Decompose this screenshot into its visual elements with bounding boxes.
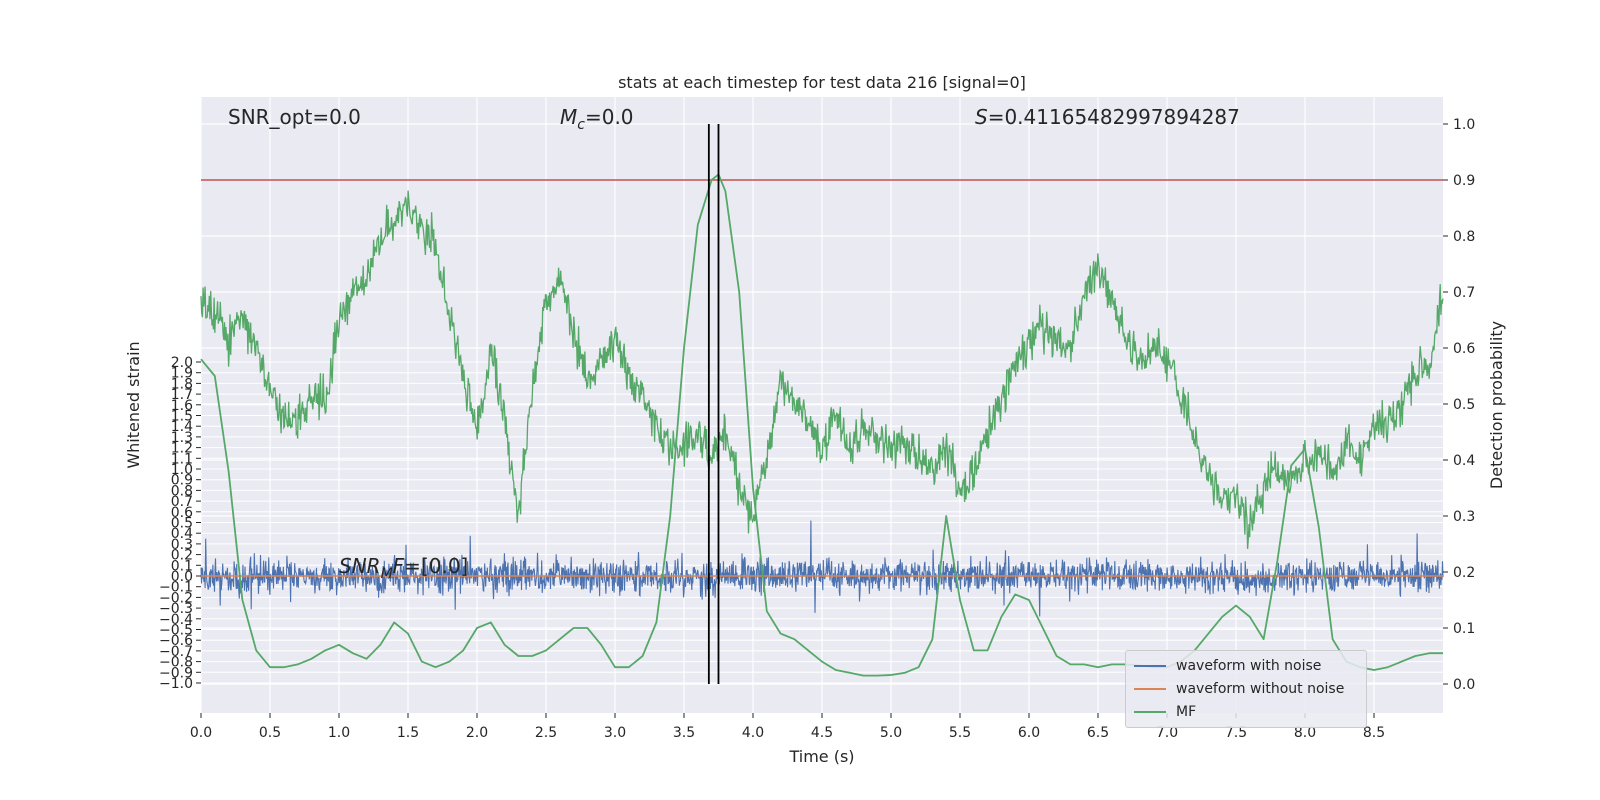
right-tick-label: 0.8: [1453, 229, 1475, 245]
x-tick-label: 5.5: [949, 725, 971, 741]
left-tick-label: 0.9: [171, 473, 193, 489]
right-tick-label: 0.3: [1453, 509, 1475, 525]
left-tick-label: 0.6: [171, 505, 193, 521]
chart-title: stats at each timestep for test data 216…: [618, 73, 1026, 92]
x-tick-label: 3.0: [604, 725, 626, 741]
x-tick-label: 7.5: [1225, 725, 1247, 741]
right-tick-label: 0.4: [1453, 453, 1475, 469]
s-value: =0.41165482997894287: [988, 105, 1240, 129]
x-tick-label: 6.0: [1018, 725, 1040, 741]
left-tick-label: −0.1: [159, 580, 193, 596]
left-tick-label: 1.6: [171, 398, 193, 414]
left-tick-label: 1.7: [171, 387, 193, 403]
left-tick-label: −0.8: [159, 655, 193, 671]
left-tick-label: 1.4: [171, 419, 193, 435]
snr-mf-annotation: SNRMF=[0.0]: [339, 554, 468, 582]
legend-label: waveform without noise: [1176, 681, 1345, 697]
left-tick-label: 1.0: [171, 462, 193, 478]
right-tick-label: 0.5: [1453, 397, 1475, 413]
snr-mf-symbol-f: F: [393, 554, 405, 578]
right-tick-label: 0.1: [1453, 621, 1475, 637]
left-tick-label: 0.8: [171, 483, 193, 499]
left-tick-label: 1.1: [171, 451, 193, 467]
x-tick-label: 2.0: [466, 725, 488, 741]
legend-item-waveform-with-noise: waveform with noise: [1134, 655, 1321, 677]
x-tick-label: 8.5: [1363, 725, 1385, 741]
left-tick-label: −0.6: [159, 633, 193, 649]
left-tick-label: 1.3: [171, 430, 193, 446]
x-tick-label: 2.5: [535, 725, 557, 741]
s-annotation: S=0.41165482997894287: [975, 105, 1240, 129]
left-tick-label: 1.8: [171, 376, 193, 392]
grid-lines: [200, 97, 1443, 713]
mf-series: [200, 173, 1443, 677]
snr-opt-annotation: SNR_opt=0.0: [228, 105, 361, 129]
left-tick-label: −0.5: [159, 623, 193, 639]
left-axis-label: Whitened strain: [124, 341, 143, 468]
left-tick-label: 0.3: [171, 537, 193, 553]
event-markers: [707, 124, 720, 684]
legend-swatch-blue: [1134, 665, 1166, 667]
x-tick-label: 4.0: [742, 725, 764, 741]
left-tick-label: 1.9: [171, 366, 193, 382]
left-tick-label: 0.0: [171, 569, 193, 585]
x-tick-label: 1.0: [328, 725, 350, 741]
left-tick-label: 0.1: [171, 558, 193, 574]
left-tick-label: 0.7: [171, 494, 193, 510]
x-axis-ticks: 0.0 0.5 1.0 1.5 2.0 2.5 3.0 3.5 4.0 4.5 5.0 5.5 6.0 6…: [190, 713, 1385, 741]
right-axis-ticks: 1.0 0.9 0.8 0.7 0.6 0.5 0.4 0.3 0.2 0.1 0.0: [1443, 117, 1475, 693]
s-symbol: S: [975, 105, 988, 129]
left-tick-label: −0.7: [159, 644, 193, 660]
left-tick-label: −0.4: [159, 612, 193, 628]
legend-label: waveform with noise: [1176, 658, 1322, 674]
legend-label: MF: [1176, 704, 1197, 720]
right-axis-label: Detection probability: [1487, 321, 1506, 489]
chirp-mass-value: =0.0: [585, 105, 634, 129]
left-tick-label: 1.5: [171, 409, 193, 425]
legend-item-waveform-without-noise: waveform without noise: [1134, 678, 1344, 700]
legend-swatch-orange: [1134, 688, 1166, 690]
left-tick-label: −0.3: [159, 601, 193, 617]
legend-item-mf: MF: [1134, 701, 1196, 723]
legend: waveform with noise waveform without noi…: [1125, 650, 1367, 728]
x-tick-label: 6.5: [1087, 725, 1109, 741]
x-tick-label: 1.5: [397, 725, 419, 741]
x-tick-label: 8.0: [1294, 725, 1316, 741]
left-tick-label: 2.0: [171, 355, 193, 371]
left-tick-label: 1.2: [171, 441, 193, 457]
x-tick-label: 0.0: [190, 725, 212, 741]
chirp-mass-annotation: Mc=0.0: [560, 105, 634, 133]
snr-mf-subscript: M: [381, 566, 393, 582]
x-axis-label: Time (s): [788, 747, 854, 766]
left-axis-ticks: 2.01.91.81.71.61.51.41.31.21.11.00.90.80…: [159, 355, 201, 692]
x-tick-label: 0.5: [259, 725, 281, 741]
series-line-detection-probability: [200, 190, 1444, 549]
right-tick-label: 0.2: [1453, 565, 1475, 581]
right-tick-label: 1.0: [1453, 117, 1475, 133]
detection-probability-series: [200, 190, 1444, 549]
right-tick-label: 0.6: [1453, 341, 1475, 357]
chirp-mass-subscript: c: [577, 117, 585, 133]
x-tick-label: 3.5: [673, 725, 695, 741]
x-tick-label: 7.0: [1156, 725, 1178, 741]
snr-mf-value: =[0.0]: [404, 554, 468, 578]
legend-swatch-green: [1134, 711, 1166, 713]
left-tick-label: 0.2: [171, 548, 193, 564]
left-tick-label: −0.2: [159, 590, 193, 606]
right-tick-label: 0.9: [1453, 173, 1475, 189]
right-tick-label: 0.7: [1453, 285, 1475, 301]
chirp-mass-symbol: M: [560, 105, 577, 129]
left-tick-label: −0.9: [159, 665, 193, 681]
x-tick-label: 5.0: [880, 725, 902, 741]
left-tick-label: 0.5: [171, 516, 193, 532]
series-line-mf: [200, 173, 1443, 677]
left-tick-label: −1.0: [159, 676, 193, 692]
x-tick-label: 4.5: [811, 725, 833, 741]
snr-mf-symbol: SNR: [339, 554, 381, 578]
right-tick-label: 0.0: [1453, 677, 1475, 693]
left-tick-label: 0.4: [171, 526, 193, 542]
